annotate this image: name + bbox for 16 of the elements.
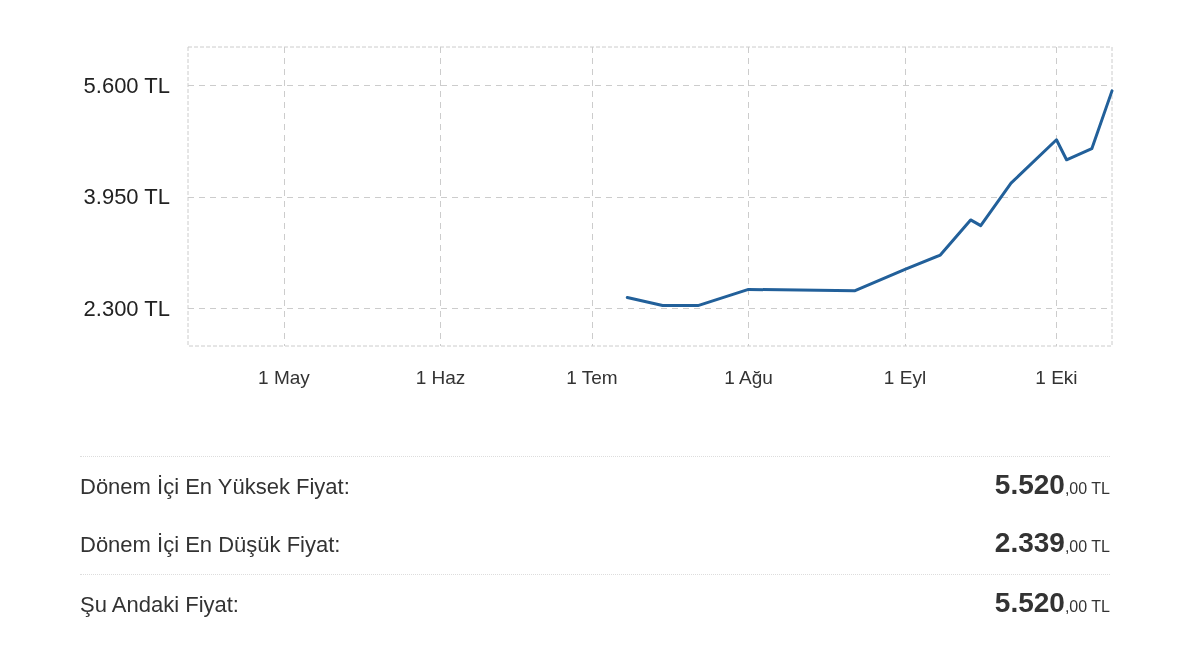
x-tick-label: 1 May [258,367,311,388]
x-tick-label: 1 Haz [415,367,466,388]
y-tick-label: 3.950 TL [83,184,170,210]
text: Dönem İçi En Düşük Fiyat: [80,532,341,558]
text: Şu Andaki Fiyat: [80,592,239,618]
x-tick-label: 1 Eki [1035,367,1078,388]
x-tick-label: 1 Ağu [724,367,773,388]
x-tick-label: 1 Tem [566,367,618,388]
text: 5.520,00 TL [994,587,1110,618]
y-tick-label: 2.300 TL [83,295,170,321]
y-tick-label: 5.600 TL [83,72,170,98]
line-series [625,89,1114,308]
x-tick-label: 1 Eyl [883,367,927,388]
text: Dönem İçi En Yüksek Fiyat: [80,474,350,500]
text: 5.520,00 TL [994,469,1110,500]
text: 2.339,00 TL [994,527,1110,558]
